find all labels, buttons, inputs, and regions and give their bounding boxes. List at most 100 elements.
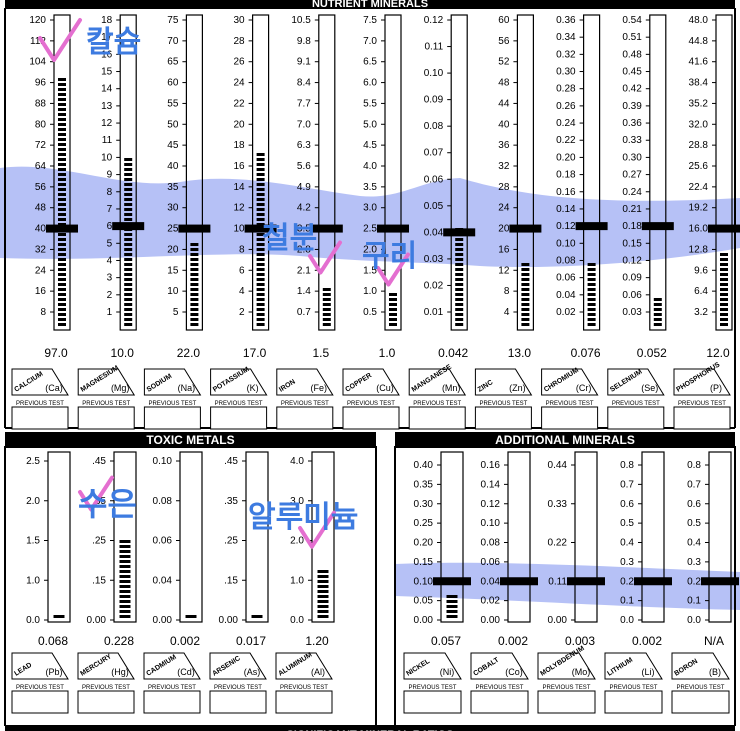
bar-segment-sodium (190, 278, 199, 281)
tick-label-sodium: 50 (167, 119, 179, 130)
tick-label-selenium: 0.15 (622, 238, 642, 249)
bar-segment-mercury (119, 590, 131, 593)
tick-label-magnesium: 14 (101, 84, 113, 95)
tick-label-manganese: 0.12 (424, 15, 444, 26)
bar-segment-magnesium (124, 193, 133, 196)
tick-label-mercury: .25 (92, 536, 106, 547)
mineral-symbol-nickel: (Ni) (440, 667, 455, 677)
mineral-name-boron: BORON (673, 658, 699, 678)
previous-test-label-lithium: PREVIOUS TEST (610, 685, 658, 691)
bar-segment-calcium (58, 283, 66, 286)
tick-label-manganese: 0.03 (424, 254, 444, 265)
bar-segment-potassium (256, 233, 265, 236)
bar-segment-magnesium (124, 218, 133, 221)
bar-segment-manganese (455, 248, 464, 251)
mineral-symbol-selenium: (Se) (641, 383, 658, 393)
bar-segment-manganese (455, 308, 464, 311)
tick-label-manganese: 0.08 (424, 121, 444, 132)
tick-label-chromium: 0.30 (556, 67, 576, 78)
value-sodium: 22.0 (177, 346, 201, 360)
tick-label-aluminum: 4.0 (290, 456, 304, 467)
tick-label-zinc: 28 (498, 182, 510, 193)
tick-label-copper: 1.0 (363, 286, 377, 297)
bar-segment-potassium (256, 243, 265, 246)
bar-segment-potassium (256, 238, 265, 241)
previous-test-box-iron (276, 406, 334, 430)
previous-test-label-arsenic: PREVIOUS TEST (214, 685, 262, 691)
tick-label-copper: 5.5 (363, 98, 377, 109)
bar-segment-zinc (521, 308, 530, 311)
bar-segment-calcium (58, 128, 66, 131)
mineral-symbol-lead: (Pb) (45, 667, 62, 677)
tick-label-boron: 0.3 (687, 557, 701, 568)
tick-label-magnesium: 17 (101, 32, 113, 43)
previous-test-label-calcium: PREVIOUS TEST (16, 401, 64, 407)
mid-marker-manganese (443, 228, 476, 237)
tick-label-iron: 9.8 (297, 36, 311, 47)
bar-segment-calcium (58, 313, 66, 316)
tick-label-sodium: 10 (167, 286, 179, 297)
tick-label-calcium: 80 (35, 119, 47, 130)
tick-label-lead: 1.5 (26, 536, 40, 547)
bar-segment-calcium (58, 148, 66, 151)
tick-label-iron: 7.0 (297, 119, 311, 130)
mineral-symbol-chromium: (Cr) (576, 383, 592, 393)
bar-segment-calcium (58, 213, 66, 216)
bar-segment-manganese (455, 258, 464, 261)
bar-segment-aluminum (317, 610, 329, 613)
tick-label-cobalt: 0.14 (481, 479, 501, 490)
bar-segment-potassium (256, 173, 265, 176)
ratios-header: SIGNIFICANT MINERAL RATIOS (5, 725, 735, 731)
tick-label-potassium: 28 (233, 36, 245, 47)
tick-label-iron: 7.7 (297, 98, 311, 109)
bar-segment-magnesium (124, 283, 133, 286)
bar-segment-nickel (446, 610, 458, 613)
mid-marker-copper (377, 224, 409, 233)
previous-test-box-nickel (403, 690, 462, 714)
tick-label-phosphorus: 9.6 (694, 265, 708, 276)
tick-label-lithium: 0.3 (620, 557, 634, 568)
bar-segment-iron (322, 303, 331, 306)
bar-segment-magnesium (124, 188, 133, 191)
bar-segment-phosphorus (720, 263, 728, 266)
bar-segment-copper (389, 298, 397, 301)
bar-segment-chromium (587, 288, 596, 291)
tick-label-phosphorus: 35.2 (689, 98, 709, 109)
bar-segment-zinc (521, 323, 530, 326)
previous-test-label-nickel: PREVIOUS TEST (409, 685, 457, 691)
bar-segment-copper (389, 293, 397, 296)
checkmark (38, 18, 82, 62)
bar-segment-zinc (521, 283, 530, 286)
bar-segment-magnesium (124, 203, 133, 206)
mid-marker-cobalt (500, 577, 538, 586)
bar-segment-potassium (256, 208, 265, 211)
tick-label-magnesium: 2 (107, 290, 113, 301)
tick-label-calcium: 120 (29, 15, 46, 26)
tick-label-selenium: 0.30 (622, 152, 642, 163)
bar-segment-nickel (446, 615, 458, 618)
tick-label-copper: 2.5 (363, 224, 377, 235)
bar-segment-magnesium (124, 248, 133, 251)
mid-marker-boron (701, 577, 739, 586)
bar-segment-calcium (58, 93, 66, 96)
tick-label-lithium: 0.7 (620, 479, 634, 490)
bar-segment-selenium (653, 323, 662, 326)
bar-segment-potassium (256, 303, 265, 306)
tick-label-magnesium: 3 (107, 273, 113, 284)
bar-segment-mercury (119, 595, 131, 598)
tick-label-mercury: .35 (92, 496, 106, 507)
tick-label-cadmium: 0.04 (153, 575, 173, 586)
bar-segment-selenium (653, 313, 662, 316)
previous-test-box-zinc (474, 406, 532, 430)
annotation-copper: 구리 (362, 239, 417, 274)
bar-segment-magnesium (124, 178, 133, 181)
tick-label-nickel: 0.40 (414, 460, 434, 471)
mineral-symbol-lithium: (Li) (642, 667, 655, 677)
bar-segment-calcium (58, 258, 66, 261)
bar-segment-phosphorus (720, 303, 728, 306)
bar-segment-potassium (256, 323, 265, 326)
tick-label-phosphorus: 38.4 (689, 78, 709, 89)
annotation-mercury: 수은 (78, 485, 137, 523)
bar-segment-zinc (521, 318, 530, 321)
